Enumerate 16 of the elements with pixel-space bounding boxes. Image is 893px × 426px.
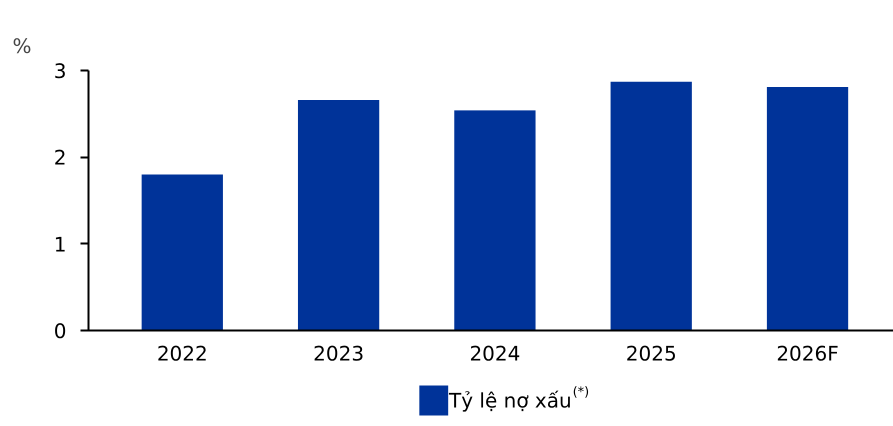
y-tick-label: 3 bbox=[54, 59, 67, 83]
x-tick-label: 2023 bbox=[313, 342, 364, 366]
y-tick-label: 0 bbox=[54, 319, 67, 343]
bar bbox=[610, 82, 692, 330]
bar bbox=[454, 110, 536, 330]
legend-label: Tỷ lệ nợ xấu(*) bbox=[448, 385, 590, 412]
x-tick-label: 2026F bbox=[776, 342, 839, 366]
y-tick-label: 2 bbox=[54, 146, 67, 170]
y-tick-label: 1 bbox=[54, 232, 67, 256]
y-axis-title: % bbox=[12, 34, 32, 58]
x-tick-label: 2022 bbox=[156, 342, 208, 366]
x-tick-label: 2024 bbox=[469, 342, 520, 366]
bar bbox=[766, 86, 848, 330]
bar bbox=[298, 100, 380, 330]
bar bbox=[142, 174, 223, 330]
x-tick-label: 2025 bbox=[626, 342, 677, 366]
